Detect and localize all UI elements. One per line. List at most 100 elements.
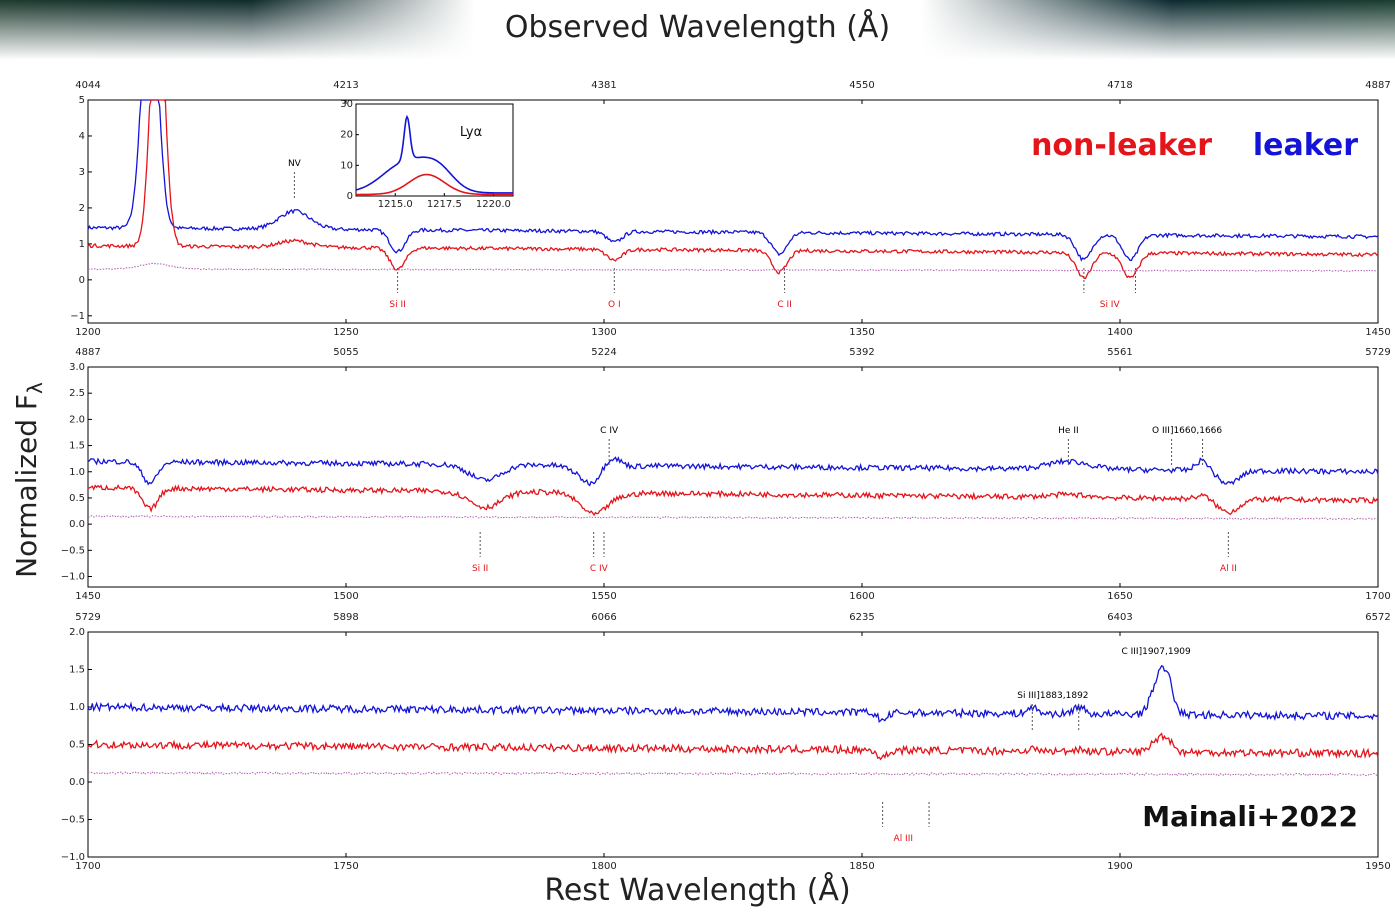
- top-tick-label: 4213: [333, 80, 358, 91]
- x-tick-label: 1600: [849, 591, 874, 602]
- y-tick-label: 1.5: [69, 441, 85, 452]
- line-marker-label: C III]1907,1909: [1121, 647, 1191, 657]
- x-tick-label: 1800: [591, 861, 616, 872]
- top-tick-label: 6235: [849, 612, 874, 623]
- y-tick-label: 0: [79, 275, 85, 286]
- inset-y-tick-label: 0: [347, 191, 353, 202]
- series-leaker: [87, 664, 1379, 723]
- top-tick-label: 5392: [849, 347, 874, 358]
- series-leaker: [87, 99, 1379, 262]
- x-tick-label: 1350: [849, 327, 874, 338]
- x-tick-label: 1850: [849, 861, 874, 872]
- panel-frame: [87, 366, 1379, 588]
- inset-y-tick-label: 30: [340, 99, 353, 110]
- top-tick-label: 4381: [591, 80, 616, 91]
- series-nonleaker: [87, 732, 1379, 761]
- y-axis-title-sub: λ: [23, 382, 47, 394]
- y-tick-label: 2.0: [69, 627, 85, 638]
- x-tick-label: 1550: [591, 591, 616, 602]
- panel-frame: [87, 99, 1379, 324]
- bottom-axis-title: Rest Wavelength (Å): [544, 873, 851, 908]
- x-tick-label: 1250: [333, 327, 358, 338]
- line-marker-label: Si IV: [1100, 300, 1121, 310]
- y-tick-label: 0.0: [69, 777, 85, 788]
- inset-frame: [355, 103, 514, 197]
- y-tick-label: 1.5: [69, 665, 85, 676]
- x-tick-label: 1300: [591, 327, 616, 338]
- top-tick-label: 4887: [75, 347, 100, 358]
- legend-leaker: leaker: [1253, 128, 1358, 163]
- y-tick-label: 2.0: [69, 414, 85, 425]
- x-tick-label: 1500: [333, 591, 358, 602]
- line-marker-label: Al II: [1220, 564, 1237, 574]
- series-nonleaker: [87, 484, 1379, 517]
- x-tick-label: 1700: [1365, 591, 1390, 602]
- top-tick-label: 4550: [849, 80, 874, 91]
- y-axis-title: Normalized Fλ: [10, 382, 47, 578]
- series-error: [88, 514, 1379, 521]
- y-tick-label: 2: [79, 203, 85, 214]
- y-tick-label: −1.0: [61, 852, 85, 863]
- top-tick-label: 5224: [591, 347, 616, 358]
- top-tick-label: 5055: [333, 347, 358, 358]
- line-marker-label: C IV: [590, 564, 609, 574]
- y-tick-label: 0.0: [69, 519, 85, 530]
- top-tick-label: 5729: [1365, 347, 1390, 358]
- line-marker-label: Si III]1883,1892: [1017, 691, 1088, 701]
- inset-series-leaker: [355, 114, 513, 194]
- line-marker-label: NV: [288, 159, 302, 169]
- top-tick-label: 4887: [1365, 80, 1390, 91]
- x-tick-label: 1450: [75, 591, 100, 602]
- top-tick-label: 4044: [75, 80, 100, 91]
- legend-nonleaker: non-leaker: [1031, 128, 1212, 163]
- line-marker-label: C IV: [600, 426, 619, 436]
- top-axis-title: Observed Wavelength (Å): [504, 10, 891, 45]
- line-marker-label: O I: [608, 300, 621, 310]
- inset-lya: 0 10 20 30 1215.0 1217.5 1220.0 Lyα: [340, 99, 514, 210]
- y-tick-label: 1: [79, 239, 85, 250]
- top-tick-label: 6403: [1107, 612, 1132, 623]
- inset-y-tick-label: 10: [340, 160, 353, 171]
- inset-x-tick-label: 1215.0: [378, 199, 413, 210]
- series-error: [87, 771, 1379, 777]
- series-error: [87, 262, 1379, 272]
- inset-x-tick-label: 1217.5: [427, 199, 462, 210]
- x-tick-label: 1650: [1107, 591, 1132, 602]
- y-tick-label: 0.5: [69, 493, 85, 504]
- y-tick-label: 3.0: [69, 362, 85, 373]
- x-tick-label: 1700: [75, 861, 100, 872]
- y-tick-label: 2.5: [69, 388, 85, 399]
- credit-text: Mainali+2022: [1142, 800, 1358, 833]
- top-tick-label: 6572: [1365, 612, 1390, 623]
- x-tick-label: 1450: [1365, 327, 1390, 338]
- svg-text:Normalized Fλ: Normalized Fλ: [10, 382, 47, 578]
- y-tick-label: 3: [79, 167, 85, 178]
- panel-bottom: 1700 1750 1800 1850 1900 1950 5729 5898 6066 6235…: [61, 612, 1391, 872]
- x-tick-label: 1900: [1107, 861, 1132, 872]
- line-marker-label: Si II: [389, 300, 405, 310]
- y-tick-label: 5: [79, 95, 85, 106]
- line-marker-label: He II: [1058, 426, 1078, 436]
- y-tick-label: −1: [70, 311, 85, 322]
- line-marker-label: O III]1660,1666: [1152, 426, 1222, 436]
- top-tick-label: 4718: [1107, 80, 1132, 91]
- y-axis-title-main: Normalized F: [10, 394, 43, 578]
- inset-title: Lyα: [460, 125, 482, 140]
- inset-series-nonleaker: [356, 173, 513, 196]
- series-leaker: [87, 456, 1379, 487]
- top-tick-label: 5561: [1107, 347, 1132, 358]
- top-tick-label: 6066: [591, 612, 616, 623]
- y-tick-label: −1.0: [61, 572, 85, 583]
- x-tick-label: 1750: [333, 861, 358, 872]
- panel-middle: 1450 1500 1550 1600 1650 1700 4887 5055 5224 5392…: [61, 347, 1391, 602]
- line-marker-label: Si II: [472, 564, 488, 574]
- top-tick-label: 5729: [75, 612, 100, 623]
- y-tick-label: −0.5: [61, 815, 85, 826]
- x-tick-label: 1200: [75, 327, 100, 338]
- y-tick-label: 0.5: [69, 740, 85, 751]
- inset-x-tick-label: 1220.0: [476, 199, 511, 210]
- background-band-fade: [0, 0, 1395, 60]
